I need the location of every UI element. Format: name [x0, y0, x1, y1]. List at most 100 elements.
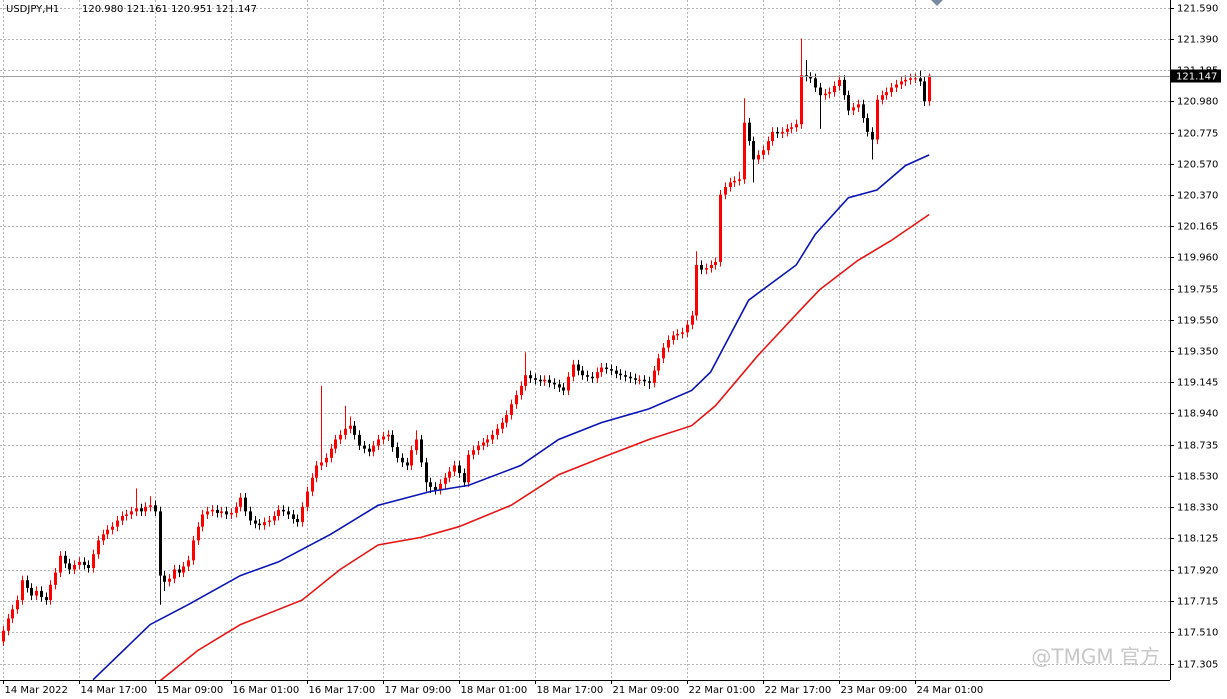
candle-body [216, 509, 219, 513]
candle-body [301, 506, 304, 523]
candle-body [539, 379, 542, 382]
y-tick-label: 118.735 [1177, 441, 1218, 452]
candle-body [130, 511, 133, 515]
candle-body [78, 561, 81, 565]
candle-body [401, 457, 404, 463]
candle-body [881, 95, 884, 100]
candle-body [629, 376, 632, 379]
candle-body [211, 509, 214, 512]
y-tick-label: 120.165 [1177, 222, 1218, 233]
candle-body [59, 555, 62, 573]
candle-body [472, 450, 475, 455]
y-tick-label: 119.350 [1177, 347, 1218, 358]
candle-body [7, 618, 10, 631]
moving-average [159, 213, 930, 680]
candle-body [372, 445, 375, 452]
candle-body [676, 333, 679, 336]
axes: 121.590121.390121.185120.980120.775120.5… [3, 4, 1221, 696]
y-tick-label: 120.370 [1177, 191, 1218, 202]
candle-body [296, 519, 299, 523]
candle-body [429, 482, 432, 487]
candle-body [496, 428, 499, 435]
y-tick-label: 118.125 [1177, 534, 1218, 545]
candle-body [258, 523, 261, 526]
candle-body [263, 522, 266, 526]
candle-body [534, 378, 537, 380]
candle-body [748, 122, 751, 142]
candle-body [45, 597, 48, 601]
candle-body [182, 566, 185, 573]
candle-body [197, 526, 200, 541]
x-tick-label: 21 Mar 09:00 [613, 685, 680, 696]
candle-body [572, 364, 575, 377]
candle-body [49, 584, 52, 601]
y-tick-label: 120.570 [1177, 160, 1218, 171]
y-tick-label: 121.390 [1177, 35, 1218, 46]
candle-body [235, 506, 238, 513]
candle-body [40, 590, 43, 598]
candle-body [315, 465, 318, 478]
y-tick-label: 118.940 [1177, 409, 1218, 420]
candle-body [900, 81, 903, 85]
candle-body [391, 434, 394, 448]
candle-body [249, 511, 252, 521]
candle-body [415, 439, 418, 451]
candle-body [591, 376, 594, 379]
candle-body [92, 554, 95, 568]
candle-body [653, 370, 656, 383]
candle-body [106, 529, 109, 535]
candle-body [657, 358, 660, 371]
candle-body [909, 78, 912, 80]
candle-body [862, 104, 865, 119]
candle-body [738, 179, 741, 181]
candle-body [491, 434, 494, 440]
candle-body [885, 92, 888, 96]
candle-body [524, 375, 527, 386]
candle-body [548, 379, 551, 383]
y-tick-label: 119.755 [1177, 285, 1218, 296]
candle-body [16, 600, 19, 610]
candle-body [463, 473, 466, 483]
grid [0, 0, 1170, 680]
candle-body [771, 131, 774, 142]
candle-body [847, 95, 850, 111]
candle-body [624, 375, 627, 377]
y-tick-label: 117.715 [1177, 597, 1218, 608]
candle-body [819, 87, 822, 96]
y-tick-label: 119.960 [1177, 253, 1218, 264]
candle-body [852, 107, 855, 111]
y-tick-label: 117.920 [1177, 566, 1218, 577]
candle-body [111, 526, 114, 530]
candle-body [425, 462, 428, 483]
candle-body [553, 382, 556, 385]
candle-body [843, 79, 846, 96]
candle-body [349, 425, 352, 429]
candle-body [444, 477, 447, 484]
candle-body [895, 84, 898, 88]
candle-body [615, 370, 618, 374]
y-tick-label: 117.510 [1177, 628, 1218, 639]
candle-body [482, 442, 485, 446]
candle-body [824, 93, 827, 96]
y-tick-label: 119.550 [1177, 316, 1218, 327]
candle-body [871, 131, 874, 140]
candle-body [501, 422, 504, 429]
shift-marker [931, 0, 943, 6]
candle-body [358, 434, 361, 446]
candle-body [410, 450, 413, 466]
candle-body [83, 561, 86, 565]
candle-body [73, 564, 76, 570]
candle-body [662, 347, 665, 359]
candle-body [439, 483, 442, 490]
y-tick-label: 119.145 [1177, 378, 1218, 389]
candle-body [306, 491, 309, 507]
candle-body [254, 520, 257, 524]
x-tick-label: 16 Mar 01:00 [233, 685, 300, 696]
candle-body [638, 379, 641, 381]
candle-body [610, 369, 613, 371]
candle-body [928, 75, 931, 102]
candle-body [719, 194, 722, 262]
